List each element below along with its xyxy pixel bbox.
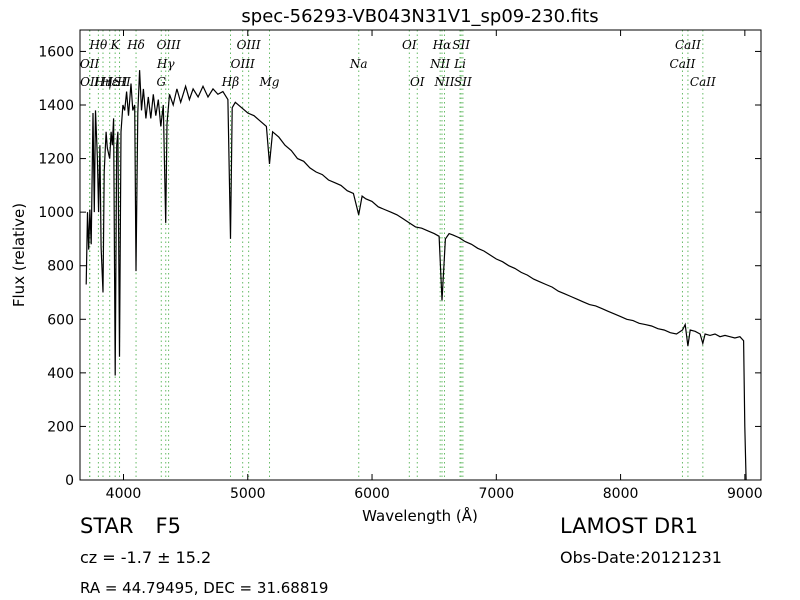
x-tick-label: 7000 [478, 486, 514, 502]
line-label: G [156, 75, 166, 89]
spectrum-line [85, 70, 747, 481]
y-axis-label: Flux (relative) [10, 203, 28, 307]
y-tick-label: 800 [47, 259, 74, 275]
y-tick-label: 1600 [38, 44, 74, 60]
line-label: Hε [100, 75, 118, 89]
line-label: Mg [259, 75, 280, 89]
line-label: CaII [670, 57, 696, 71]
plot-frame [79, 29, 762, 481]
y-tick-label: 0 [65, 473, 74, 489]
x-tick-label: 4000 [106, 486, 142, 502]
object-class: STAR F5 [80, 514, 181, 538]
spectral-lines [89, 30, 704, 480]
line-label: OIII [237, 38, 261, 52]
line-label: OII [80, 57, 100, 71]
line-label: Hγ [156, 57, 175, 71]
line-label: NII [433, 75, 454, 89]
coordinates: RA = 44.79495, DEC = 31.68819 [80, 579, 329, 597]
line-label: OI [402, 38, 417, 52]
line-label: Hη [93, 75, 112, 89]
line-label: Hδ [126, 38, 145, 52]
line-label: Hα [432, 38, 452, 52]
x-tick-label: 5000 [230, 486, 266, 502]
chart-title: spec-56293-VB043N31V1_sp09-230.fits [241, 6, 598, 27]
survey-name: LAMOST DR1 [560, 514, 699, 538]
line-label: OIII [231, 57, 255, 71]
subclass: F5 [155, 514, 181, 538]
redshift-info: cz = -1.7 ± 15.2 [80, 548, 212, 567]
x-axis: 4000 5000 6000 7000 8000 9000 [106, 30, 763, 502]
y-tick-label: 1400 [38, 98, 74, 114]
line-label: SII [454, 75, 472, 89]
line-label: SII [452, 38, 470, 52]
y-tick-label: 200 [47, 419, 74, 435]
line-label: CaII [675, 38, 701, 52]
x-axis-label: Wavelength (Å) [362, 506, 478, 525]
line-label: K [110, 38, 121, 52]
y-axis: 0 200 400 600 800 1000 1200 1400 1600 [38, 44, 761, 489]
line-label: ISII [107, 75, 131, 89]
line-label: NII [429, 57, 450, 71]
x-tick-label: 9000 [727, 486, 763, 502]
x-tick-label: 6000 [354, 486, 390, 502]
line-label: Hβ [221, 75, 239, 89]
x-tick-label: 8000 [603, 486, 639, 502]
line-label: OIII [157, 38, 181, 52]
line-label: CaII [690, 75, 716, 89]
y-tick-label: 400 [47, 366, 74, 382]
line-label: OII [80, 75, 100, 89]
observation-date: Obs-Date:20121231 [560, 548, 722, 567]
y-tick-label: 600 [47, 312, 74, 328]
y-tick-label: 1000 [38, 205, 74, 221]
line-label: H [116, 75, 128, 89]
line-label: Hθ [89, 38, 108, 52]
y-tick-label: 1200 [38, 152, 74, 168]
line-label: OI [410, 75, 425, 89]
line-label: Na [349, 57, 368, 71]
line-label: Li [453, 57, 466, 71]
